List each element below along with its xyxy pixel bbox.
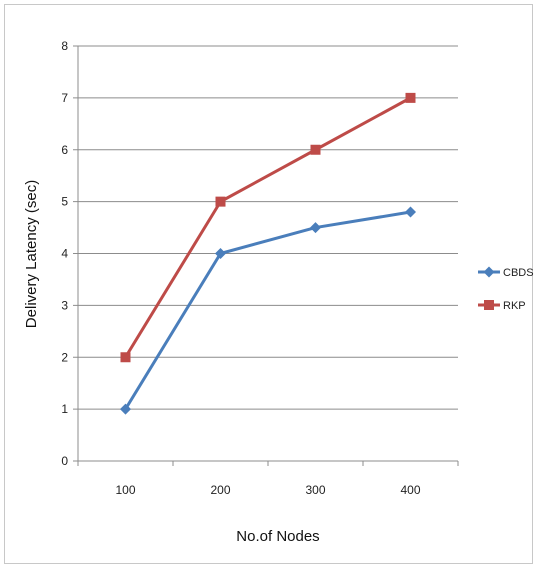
y-tick-label: 1 [61, 402, 68, 416]
y-tick-label: 3 [61, 298, 68, 312]
legend-label-rkp: RKP [503, 300, 526, 312]
data-point-cbds [120, 403, 131, 415]
data-point-cbds [405, 206, 416, 218]
y-tick-label: 8 [61, 39, 68, 53]
data-point-rkp [310, 144, 321, 155]
y-tick-label: 0 [61, 454, 68, 468]
x-tick-label: 100 [115, 483, 135, 497]
y-axis-label: Delivery Latency (sec) [23, 180, 40, 328]
x-axis-label: No.of Nodes [236, 528, 319, 545]
legend-marker-rkp [484, 300, 494, 310]
x-tick-label: 300 [305, 483, 325, 497]
legend: CBDS RKP [478, 266, 534, 312]
data-point-rkp [405, 92, 416, 103]
series-line-rkp [124, 96, 412, 359]
y-tick-label: 7 [61, 91, 68, 105]
data-point-rkp [215, 196, 226, 207]
legend-marker-cbds [483, 266, 495, 278]
y-tick-label: 2 [61, 350, 68, 364]
chart-frame [4, 4, 533, 564]
data-point-rkp [120, 352, 131, 363]
y-tick-label: 4 [61, 247, 68, 261]
axes [73, 45, 459, 466]
y-tick-label: 6 [61, 143, 68, 157]
gridlines [78, 45, 458, 410]
x-tick-labels: 100 200 300 400 [115, 483, 420, 497]
data-point-cbds [310, 222, 321, 234]
data-point-cbds [215, 248, 226, 259]
x-tick-label: 200 [210, 483, 230, 497]
series-group [120, 92, 416, 415]
legend-label-cbds: CBDS [503, 267, 534, 279]
y-tick-label: 5 [61, 195, 68, 209]
y-tick-labels: 0 1 2 3 4 5 6 7 8 [61, 39, 68, 468]
series-line-cbds [124, 210, 411, 410]
x-tick-label: 400 [400, 483, 420, 497]
